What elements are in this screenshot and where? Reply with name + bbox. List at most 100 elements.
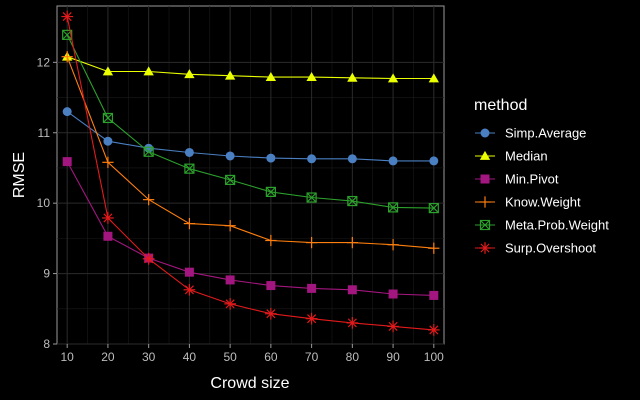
data-point-know-weight [143, 194, 155, 206]
data-point-simp-average [266, 153, 276, 163]
data-point-surp-overshoot [224, 298, 236, 310]
series-line-know-weight [66, 56, 434, 249]
data-point-median [143, 66, 154, 76]
x-axis: 10 20 30 40 50 60 70 80 90 100 [61, 344, 444, 364]
legend-label: Meta.Prob.Weight [505, 218, 609, 233]
legend: method Simp.Average Median Min.Pivot Know.W… [474, 97, 609, 256]
data-point-min-pivot [266, 281, 276, 291]
data-point-surp-overshoot [305, 312, 318, 325]
legend-item-know-weight: Know.Weight [475, 195, 581, 210]
data-point-surp-overshoot [183, 283, 196, 296]
legend-item-median: Median [475, 149, 548, 164]
data-point-median [224, 70, 236, 80]
series-line-meta-prob-weight [66, 34, 434, 209]
data-point-meta-prob-weight [387, 202, 399, 213]
data-point-surp-overshoot [427, 324, 440, 336]
x-tick-label: 60 [264, 350, 278, 364]
y-tick-label: 10 [37, 196, 51, 210]
data-point-meta-prob-weight [184, 163, 195, 174]
legend-key-marker [479, 150, 491, 160]
series-surp-overshoot [61, 10, 440, 336]
data-point-median [102, 66, 114, 76]
data-point-surp-overshoot [142, 252, 155, 265]
data-point-median [265, 71, 277, 82]
data-point-surp-overshoot [265, 307, 277, 320]
data-point-min-pivot [62, 157, 72, 167]
legend-label: Median [505, 149, 548, 164]
data-point-know-weight [183, 217, 196, 230]
x-tick-label: 50 [223, 350, 237, 364]
x-axis-title: Crowd size [210, 375, 289, 392]
data-point-simp-average [388, 156, 398, 166]
data-point-surp-overshoot [102, 212, 114, 224]
data-point-know-weight [387, 239, 399, 251]
series-median [62, 51, 439, 83]
data-point-meta-prob-weight [225, 174, 236, 186]
data-point-meta-prob-weight [102, 112, 114, 124]
data-point-simp-average [184, 147, 194, 157]
data-point-simp-average [307, 154, 317, 164]
legend-key-marker [479, 242, 491, 254]
legend-item-simp-average: Simp.Average [475, 126, 586, 141]
x-tick-label: 100 [424, 350, 444, 364]
data-point-simp-average [62, 107, 72, 117]
data-point-meta-prob-weight [347, 195, 358, 207]
data-point-simp-average [347, 154, 357, 164]
x-tick-label: 90 [386, 350, 400, 364]
y-axis: 8 9 10 11 12 [37, 55, 57, 351]
series-min-pivot [62, 157, 439, 300]
data-point-know-weight [428, 242, 440, 254]
legend-title: method [474, 97, 527, 114]
legend-item-min-pivot: Min.Pivot [475, 172, 559, 187]
y-tick-label: 12 [37, 55, 51, 69]
legend-key-marker [480, 128, 490, 138]
x-tick-label: 30 [142, 350, 156, 364]
legend-item-surp-overshoot: Surp.Overshoot [475, 241, 596, 256]
y-tick-label: 9 [43, 267, 50, 281]
data-point-min-pivot [225, 275, 235, 285]
legend-label: Surp.Overshoot [505, 241, 596, 256]
x-tick-label: 80 [346, 350, 360, 364]
data-point-know-weight [305, 236, 318, 249]
x-tick-label: 10 [61, 350, 75, 364]
data-point-know-weight [265, 234, 277, 247]
legend-key-marker [480, 174, 490, 184]
legend-items: Simp.Average Median Min.Pivot Know.Weight Me… [475, 126, 609, 256]
x-tick-label: 40 [183, 350, 197, 364]
data-point-meta-prob-weight [265, 186, 276, 197]
data-point-know-weight [346, 236, 358, 249]
data-point-median [347, 72, 358, 82]
y-tick-label: 8 [43, 337, 50, 351]
series-line-min-pivot [66, 161, 434, 296]
data-point-surp-overshoot [61, 10, 74, 23]
series-layer [61, 10, 440, 336]
data-point-meta-prob-weight [428, 202, 439, 214]
series-know-weight [61, 51, 440, 254]
legend-key-marker [479, 196, 491, 208]
data-point-min-pivot [103, 231, 113, 241]
data-point-min-pivot [429, 290, 439, 300]
data-point-median [387, 73, 399, 83]
data-point-surp-overshoot [387, 320, 399, 333]
data-point-min-pivot [307, 283, 317, 293]
data-point-min-pivot [184, 267, 194, 277]
data-point-median [428, 73, 439, 83]
data-point-surp-overshoot [346, 317, 359, 329]
data-point-know-weight [61, 51, 73, 63]
series-meta-prob-weight [62, 29, 439, 214]
data-point-min-pivot [347, 285, 357, 295]
series-line-simp-average [66, 111, 434, 162]
legend-label: Min.Pivot [505, 172, 559, 187]
data-point-know-weight [224, 220, 236, 232]
legend-label: Know.Weight [505, 195, 581, 210]
x-tick-label: 70 [305, 350, 319, 364]
data-point-simp-average [103, 136, 113, 146]
series-line-median [67, 56, 434, 80]
data-point-min-pivot [388, 289, 398, 299]
data-point-simp-average [225, 151, 235, 161]
legend-key-marker [479, 219, 491, 231]
legend-label: Simp.Average [505, 126, 586, 141]
y-axis-title: RMSE [11, 152, 28, 198]
x-tick-label: 20 [101, 350, 115, 364]
